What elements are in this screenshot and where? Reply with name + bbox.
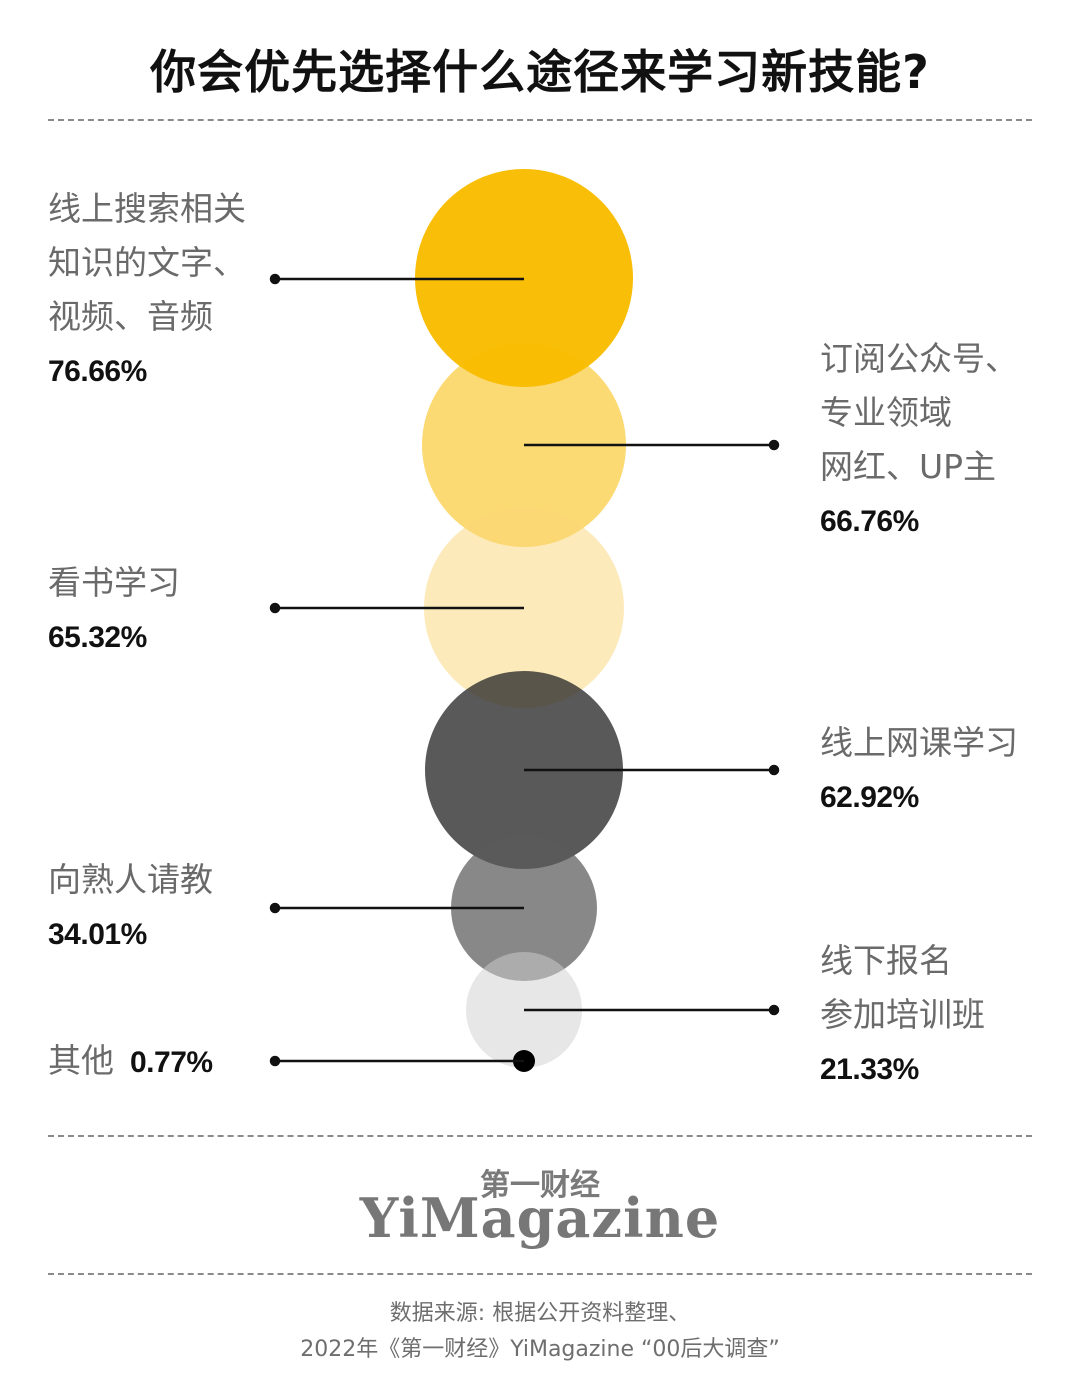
source-line-2: 2022年《第一财经》YiMagazine “00后大调查” — [300, 1337, 780, 1362]
label-line: 订阅公众号、 — [820, 339, 1018, 378]
label-line: 网红、UP主 — [820, 447, 997, 486]
bubble-chart — [269, 169, 780, 1072]
value-offline-training: 21.33% — [820, 1053, 919, 1086]
chart-title: 你会优先选择什么途径来学习新技能? — [150, 45, 930, 99]
label-line: 其他 — [48, 1041, 114, 1080]
logo-chinese: 第一财经 — [480, 1168, 600, 1203]
bubbles — [415, 169, 633, 1072]
source-line-1: 数据来源: 根据公开资料整理、 — [389, 1301, 691, 1326]
label-other: 其他 0.77% — [48, 1034, 213, 1091]
label-online-courses: 线上网课学习 62.92% — [820, 716, 1018, 826]
label-line: 视频、音频 — [48, 297, 213, 336]
bottom-divider — [48, 1273, 1032, 1275]
label-line: 参加培训班 — [820, 995, 985, 1034]
label-line: 专业领域 — [820, 393, 952, 432]
value-ask-acquaintances: 34.01% — [48, 918, 147, 951]
value-books: 65.32% — [48, 621, 147, 654]
label-subscriptions: 订阅公众号、 专业领域 网红、UP主 66.76% — [820, 332, 1018, 550]
label-line: 线上网课学习 — [820, 723, 1018, 762]
value-online-search: 76.66% — [48, 355, 147, 388]
label-ask-acquaintances: 向熟人请教 34.01% — [48, 853, 213, 963]
label-line: 向熟人请教 — [48, 860, 213, 899]
label-online-search: 线上搜索相关 知识的文字、 视频、音频 76.66% — [48, 182, 246, 400]
label-line: 知识的文字、 — [48, 243, 246, 282]
value-online-courses: 62.92% — [820, 781, 919, 814]
label-line: 看书学习 — [48, 563, 180, 602]
top-divider — [48, 119, 1032, 121]
label-line: 线上搜索相关 — [48, 189, 246, 228]
label-line: 线下报名 — [820, 941, 952, 980]
value-other: 0.77% — [130, 1046, 213, 1079]
value-subscriptions: 66.76% — [820, 505, 919, 538]
logo-english: YiMagazine — [359, 1186, 721, 1250]
label-offline-training: 线下报名 参加培训班 21.33% — [820, 934, 985, 1098]
label-books: 看书学习 65.32% — [48, 556, 180, 666]
leader-lines — [269, 273, 780, 1067]
data-source: 数据来源: 根据公开资料整理、 2022年《第一财经》YiMagazine “0… — [0, 1296, 1080, 1368]
middle-divider — [48, 1135, 1032, 1137]
